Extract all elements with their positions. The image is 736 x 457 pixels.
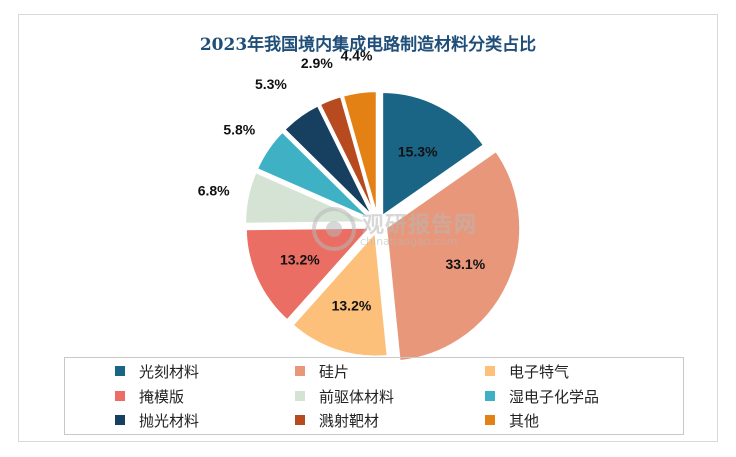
legend-swatch xyxy=(295,366,305,376)
pie-slice-3 xyxy=(291,230,389,358)
legend-label: 湿电子化学品 xyxy=(509,387,600,406)
pie-slice-2 xyxy=(385,149,522,363)
legend-swatch xyxy=(485,415,495,425)
legend-item-6: 湿电子化学品 xyxy=(485,385,599,407)
legend-label: 抛光材料 xyxy=(139,411,200,430)
legend-label: 前驱体材料 xyxy=(319,387,395,406)
legend-label: 掩模版 xyxy=(139,387,185,406)
data-label-2: 33.1% xyxy=(445,256,485,272)
pie-slice-8 xyxy=(318,95,376,217)
pie-slice-6 xyxy=(255,130,372,220)
data-label-3: 13.2% xyxy=(332,298,372,314)
watermark-text: 观研报告网 xyxy=(362,213,478,238)
chart-title: 2023年我国境内集成电路制造材料分类占比 xyxy=(199,35,537,55)
legend-item-5: 前驱体材料 xyxy=(295,385,394,407)
data-label-1: 15.3% xyxy=(398,144,438,160)
legend-swatch xyxy=(485,366,495,376)
legend-swatch xyxy=(115,366,125,376)
watermark-logo-icon xyxy=(312,207,356,251)
legend-swatch xyxy=(115,391,125,401)
data-label-8: 2.9% xyxy=(301,55,333,71)
legend-item-2: 硅片 xyxy=(295,360,349,382)
legend-item-3: 电子特气 xyxy=(485,360,569,382)
watermark-url: chinabaogao.com xyxy=(360,235,458,248)
pie-slice-7 xyxy=(283,104,374,218)
data-label-7: 5.3% xyxy=(255,76,287,92)
watermark: 观研报告网 chinabaogao.com xyxy=(310,205,480,255)
data-label-5: 6.8% xyxy=(198,183,230,199)
legend-label: 硅片 xyxy=(319,362,350,381)
legend-item-1: 光刻材料 xyxy=(115,360,199,382)
legend-label: 电子特气 xyxy=(509,362,570,381)
legend-item-4: 掩模版 xyxy=(115,385,184,407)
chart-legend: 光刻材料 硅片 电子特气掩模版 前驱体材料 湿电子化学品抛光材料 溅射靶材 其他 xyxy=(64,357,684,435)
legend-item-9: 其他 xyxy=(485,409,539,431)
data-label-4: 13.2% xyxy=(280,252,320,268)
legend-swatch xyxy=(485,391,495,401)
legend-label: 其他 xyxy=(509,411,540,430)
legend-item-8: 溅射靶材 xyxy=(295,409,379,431)
data-label-9: 4.4% xyxy=(341,47,373,63)
legend-swatch xyxy=(295,415,305,425)
legend-label: 溅射靶材 xyxy=(319,411,380,430)
legend-swatch xyxy=(115,415,125,425)
pie-slice-4 xyxy=(244,226,373,322)
legend-label: 光刻材料 xyxy=(139,362,200,381)
legend-swatch xyxy=(295,391,305,401)
pie-slice-1 xyxy=(381,91,486,218)
legend-item-7: 抛光材料 xyxy=(115,409,199,431)
pie-slice-9 xyxy=(341,90,378,216)
data-label-6: 5.8% xyxy=(223,122,255,138)
